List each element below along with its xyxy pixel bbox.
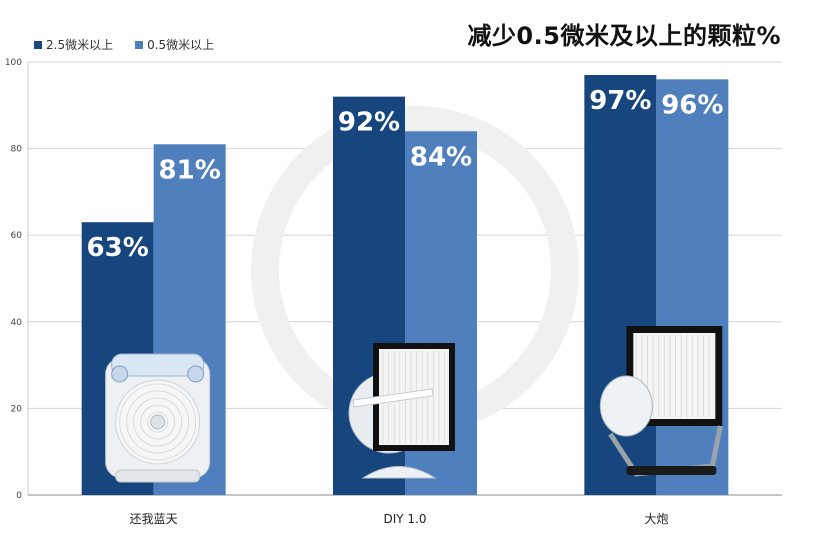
legend-label-series-1: 2.5微米以上 xyxy=(46,38,114,52)
fan-hub xyxy=(150,414,166,430)
fan-ring xyxy=(119,383,197,461)
fan-handle xyxy=(111,353,205,377)
x-tick-label: 还我蓝天 xyxy=(130,512,178,526)
data-label: 92% xyxy=(338,108,400,138)
chart-title: 减少0.5微米及以上的颗粒% xyxy=(467,22,781,50)
fan-base xyxy=(115,469,201,483)
diy-base xyxy=(361,466,437,479)
fan-knob-right xyxy=(187,365,205,383)
legend-item-series-2: 0.5微米以上 xyxy=(135,36,214,53)
data-label: 97% xyxy=(589,86,651,116)
y-tick-label: 0 xyxy=(16,491,22,501)
data-label: 81% xyxy=(159,155,221,185)
legend-label-series-2: 0.5微米以上 xyxy=(147,38,215,52)
data-label: 63% xyxy=(87,233,149,263)
fan-ring xyxy=(140,404,176,440)
fan-knob-left xyxy=(111,365,129,383)
y-tick-label: 40 xyxy=(11,318,23,328)
product-fan-image xyxy=(105,353,211,483)
data-label: 96% xyxy=(661,90,723,120)
legend-swatch-series-1 xyxy=(34,40,42,49)
x-tick-label: 大炮 xyxy=(644,512,668,526)
legend-item-series-1: 2.5微米以上 xyxy=(34,36,113,53)
data-label: 84% xyxy=(410,142,472,172)
cannon-fan xyxy=(599,375,653,437)
x-tick-label: DIY 1.0 xyxy=(383,512,426,526)
y-tick-label: 100 xyxy=(5,58,22,68)
y-tick-label: 60 xyxy=(11,231,23,241)
y-tick-label: 80 xyxy=(11,145,23,155)
fan-ring xyxy=(147,411,169,433)
y-tick-label: 20 xyxy=(11,404,23,414)
legend: 2.5微米以上 0.5微米以上 xyxy=(34,36,214,53)
product-cannon-image xyxy=(599,326,723,477)
diy-strap xyxy=(352,388,434,408)
legend-swatch-series-2 xyxy=(135,40,144,49)
product-diy-filter-image xyxy=(348,343,455,479)
cannon-stand-foot xyxy=(626,466,717,475)
fan-ring xyxy=(126,390,190,454)
fan-ring xyxy=(133,397,183,447)
